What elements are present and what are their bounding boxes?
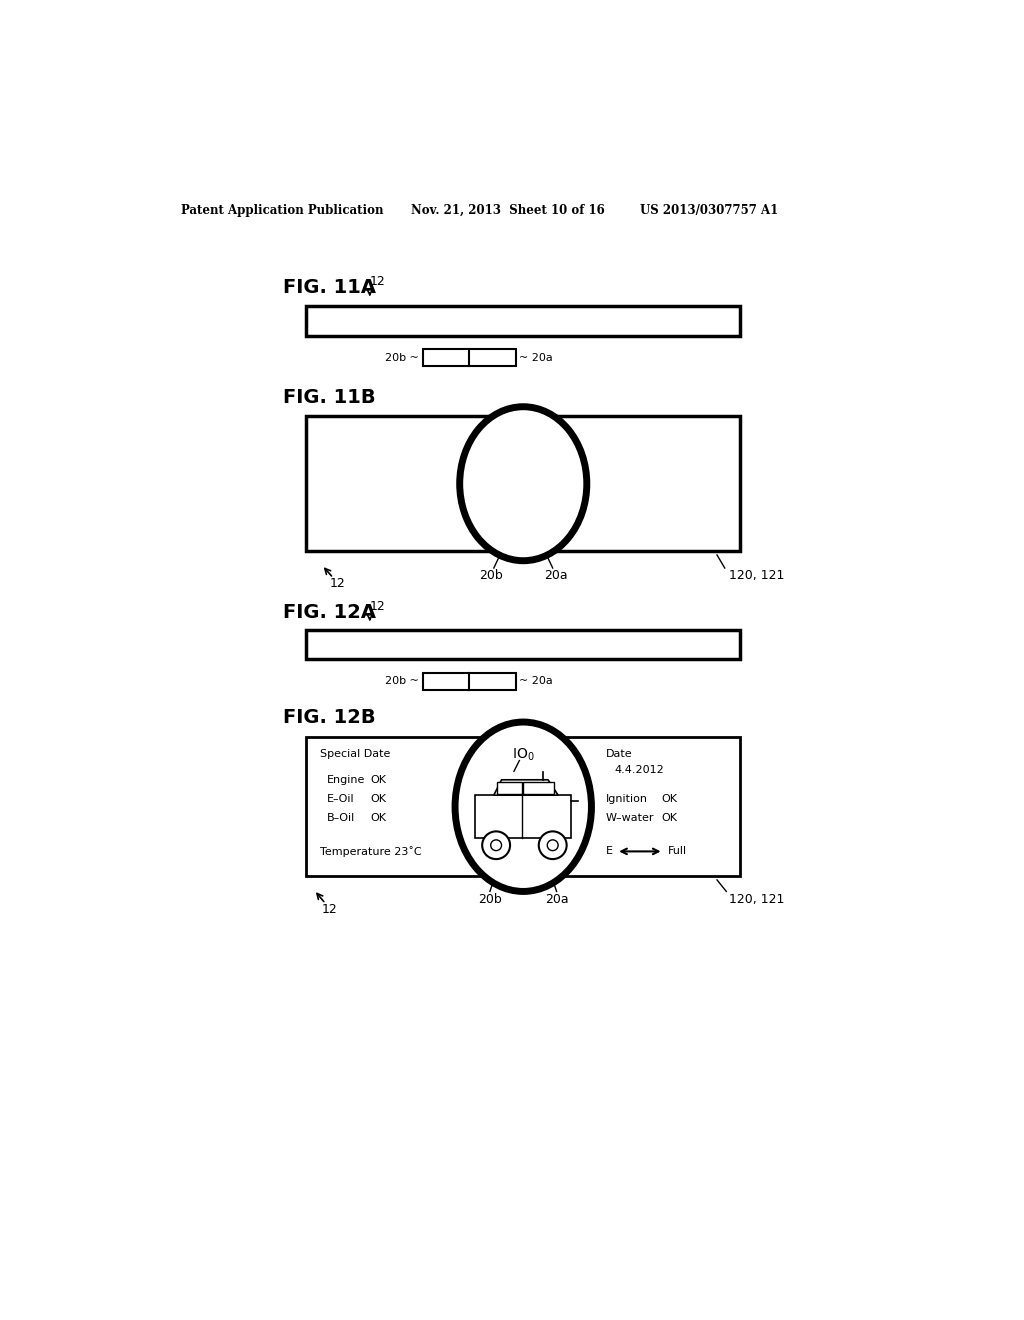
Text: ~ 20a: ~ 20a bbox=[519, 352, 553, 363]
Text: OK: OK bbox=[371, 775, 387, 785]
Text: B–Oil: B–Oil bbox=[327, 813, 354, 824]
Text: 12: 12 bbox=[370, 275, 386, 288]
Text: Full: Full bbox=[668, 846, 686, 857]
Text: Temperature 23˚C: Temperature 23˚C bbox=[321, 846, 422, 857]
Text: 4.4.2012: 4.4.2012 bbox=[614, 764, 665, 775]
Text: E: E bbox=[605, 846, 612, 857]
Bar bbox=[306, 306, 740, 335]
Bar bbox=[497, 781, 521, 795]
Bar bbox=[306, 630, 740, 659]
Ellipse shape bbox=[455, 722, 592, 891]
Text: 12: 12 bbox=[330, 577, 345, 590]
Bar bbox=[423, 673, 515, 689]
Text: OK: OK bbox=[371, 813, 387, 824]
Text: W–water: W–water bbox=[605, 813, 654, 824]
Text: Ignition: Ignition bbox=[605, 795, 647, 804]
Text: E–Oil: E–Oil bbox=[327, 795, 354, 804]
Text: 20b: 20b bbox=[479, 569, 503, 582]
Text: ~ 20a: ~ 20a bbox=[519, 676, 553, 686]
Text: Patent Application Publication: Patent Application Publication bbox=[180, 205, 383, 218]
Polygon shape bbox=[494, 780, 558, 795]
Text: 120, 121: 120, 121 bbox=[729, 569, 784, 582]
Text: OK: OK bbox=[662, 813, 677, 824]
Text: 20b ~: 20b ~ bbox=[385, 676, 419, 686]
Text: 120, 121: 120, 121 bbox=[729, 892, 784, 906]
Ellipse shape bbox=[460, 407, 587, 561]
Text: Nov. 21, 2013  Sheet 10 of 16: Nov. 21, 2013 Sheet 10 of 16 bbox=[411, 205, 604, 218]
Text: 12: 12 bbox=[322, 903, 338, 916]
Text: 20b: 20b bbox=[478, 892, 502, 906]
Text: Engine: Engine bbox=[327, 775, 365, 785]
Text: OK: OK bbox=[371, 795, 387, 804]
Text: FIG. 12B: FIG. 12B bbox=[283, 708, 376, 727]
Bar bbox=[475, 795, 571, 838]
Text: Special Date: Special Date bbox=[321, 750, 390, 759]
Text: 20a: 20a bbox=[544, 569, 567, 582]
Text: OK: OK bbox=[662, 795, 677, 804]
Text: Date: Date bbox=[605, 750, 632, 759]
Bar bbox=[523, 781, 554, 795]
Text: 12: 12 bbox=[370, 601, 386, 612]
Text: IO$_0$: IO$_0$ bbox=[512, 746, 535, 763]
Bar bbox=[306, 416, 740, 552]
Text: US 2013/0307757 A1: US 2013/0307757 A1 bbox=[640, 205, 778, 218]
Bar bbox=[423, 350, 515, 367]
Text: 20b ~: 20b ~ bbox=[385, 352, 419, 363]
Bar bbox=[306, 738, 740, 876]
Text: FIG. 11A: FIG. 11A bbox=[283, 279, 376, 297]
Circle shape bbox=[539, 832, 566, 859]
Text: 20a: 20a bbox=[545, 892, 568, 906]
Circle shape bbox=[482, 832, 510, 859]
Text: FIG. 12A: FIG. 12A bbox=[283, 603, 376, 622]
Circle shape bbox=[490, 840, 502, 850]
Circle shape bbox=[547, 840, 558, 850]
Text: FIG. 11B: FIG. 11B bbox=[283, 388, 376, 407]
